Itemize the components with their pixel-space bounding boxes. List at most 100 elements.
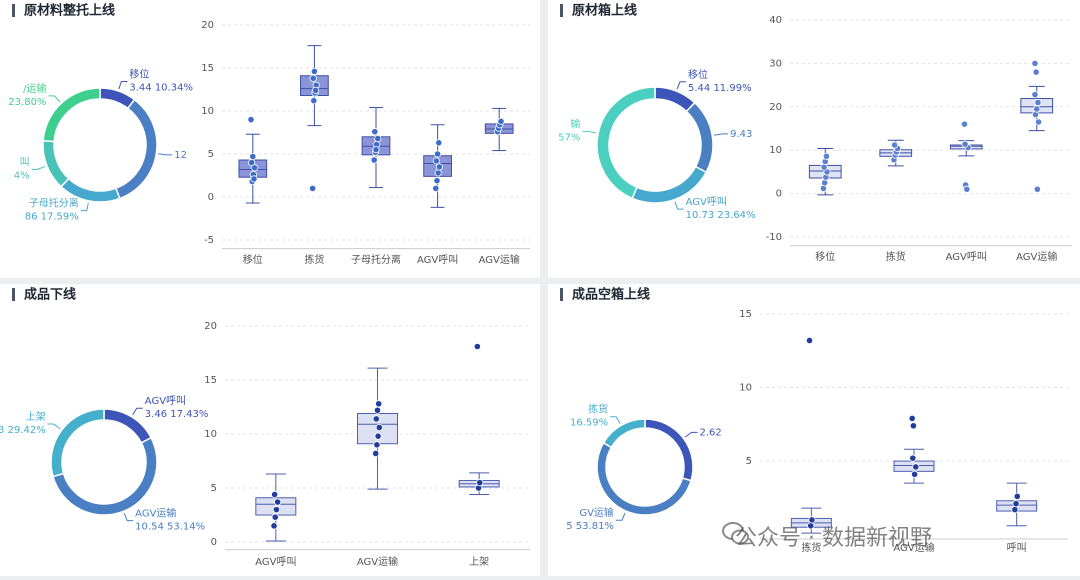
leader-line xyxy=(158,153,173,156)
data-point xyxy=(372,449,380,458)
slice-value-label: 10.73 23.64% xyxy=(686,210,756,221)
data-point xyxy=(308,184,317,192)
slice-value-label: 2.62 xyxy=(699,427,721,438)
x-tick-label: AGV运输 xyxy=(357,555,398,568)
slice-label: 输 xyxy=(570,117,580,130)
x-tick-label: 上架 xyxy=(469,556,489,568)
slice-value-label: 3.46 17.43% xyxy=(145,409,209,420)
x-tick-label: 拣货 xyxy=(886,250,906,263)
x-tick-label: 拣货 xyxy=(801,541,821,554)
x-tick-label: AGV运输 xyxy=(893,541,934,554)
y-tick-label: 0 xyxy=(776,189,782,200)
slice-value-label: 9.43 xyxy=(730,129,752,140)
y-tick-label: 15 xyxy=(201,63,214,74)
data-point xyxy=(270,522,278,530)
data-point xyxy=(1033,185,1041,193)
data-point xyxy=(247,116,255,124)
data-point xyxy=(432,157,440,165)
panel-title: 成品下线 xyxy=(24,287,76,303)
wechat-icon xyxy=(722,522,749,545)
slice-label: AGV呼叫 xyxy=(686,196,727,208)
donut-slice xyxy=(52,436,158,516)
data-point xyxy=(890,141,899,149)
data-point xyxy=(908,414,916,423)
leader-line xyxy=(132,407,143,416)
chart: 成品空箱上线 2.62 GV运输 5 53.81% 拣货 16.59% 5 10 15 拣货 AGV… xyxy=(560,287,1068,554)
data-point xyxy=(371,128,379,136)
y-tick-label: 40 xyxy=(769,15,782,26)
data-point xyxy=(1012,500,1020,508)
data-point xyxy=(909,454,917,462)
data-point xyxy=(250,175,258,183)
leader-line xyxy=(676,81,687,90)
leader-line xyxy=(47,423,61,430)
x-tick-label: AGV运输 xyxy=(479,253,520,266)
x-tick-label: 拣货 xyxy=(304,253,324,266)
x-tick-label: AGV呼叫 xyxy=(255,556,296,568)
slice-label: 拣货 xyxy=(588,403,608,416)
leader-line xyxy=(123,512,134,522)
donut-slice xyxy=(644,418,694,482)
data-point xyxy=(1032,68,1040,76)
donut-slice xyxy=(685,101,714,174)
y-tick-label: 10 xyxy=(201,106,214,117)
data-point xyxy=(272,506,281,514)
y-tick-label: 0 xyxy=(208,192,214,203)
donut-slice xyxy=(596,86,656,200)
data-point xyxy=(271,490,279,499)
data-point xyxy=(310,97,318,105)
y-tick-label: 0 xyxy=(211,537,217,548)
data-point xyxy=(248,159,256,167)
slice-label: /运输 xyxy=(23,82,46,95)
y-tick-label: 5 xyxy=(746,456,752,467)
data-point xyxy=(375,423,383,432)
data-point xyxy=(372,415,380,423)
slice-value-label: 12 xyxy=(174,150,187,161)
leader-line xyxy=(684,431,698,438)
panel: 原材料整托上线 移位 3.44 10.34% 12 子母托分离 86 17.59% 叫 4% /… xyxy=(0,0,540,278)
slice-value-label: 10.54 53.14% xyxy=(135,522,205,533)
data-point xyxy=(912,463,920,471)
data-point xyxy=(805,336,814,345)
data-point xyxy=(311,86,320,94)
title-bar xyxy=(12,4,15,17)
y-tick-label: -5 xyxy=(204,235,214,246)
panel: 成品空箱上线 2.62 GV运输 5 53.81% 拣货 16.59% 5 10 15 拣货 AGV… xyxy=(548,284,1080,576)
data-point xyxy=(271,513,279,521)
data-point xyxy=(961,140,969,148)
data-point xyxy=(1013,492,1021,500)
data-point xyxy=(433,177,441,185)
y-tick-label: 30 xyxy=(769,58,782,69)
y-tick-label: 20 xyxy=(769,102,782,113)
data-point xyxy=(910,470,919,478)
slice-value-label: 16.59% xyxy=(570,418,608,429)
y-tick-label: 10 xyxy=(769,145,782,156)
leader-line xyxy=(582,130,597,134)
leader-line xyxy=(48,95,61,103)
data-point xyxy=(434,169,442,177)
data-point xyxy=(274,498,282,506)
panel: 原材箱上线 移位 5.44 11.99% 9.43 AGV呼叫 10.73 23.64% 输… xyxy=(548,0,1080,278)
slice-label: 子母托分离 xyxy=(29,197,79,210)
data-point xyxy=(1034,98,1042,107)
slice-label: 移位 xyxy=(688,68,708,81)
panel-title: 原材箱上线 xyxy=(572,3,637,19)
data-point xyxy=(960,120,969,128)
data-point xyxy=(374,432,382,440)
data-point xyxy=(822,152,831,160)
panel-title: 原材料整托上线 xyxy=(24,3,115,19)
x-tick-label: 移位 xyxy=(243,253,263,266)
x-tick-label: 子母托分离 xyxy=(351,253,401,266)
y-tick-label: 15 xyxy=(204,375,217,386)
donut-slice xyxy=(50,408,105,478)
x-tick-label: AGV运输 xyxy=(1016,250,1057,263)
y-tick-label: 20 xyxy=(204,321,217,332)
slice-label: AGV呼叫 xyxy=(145,395,186,407)
x-tick-label: 呼叫 xyxy=(1007,542,1027,554)
data-point xyxy=(373,406,382,414)
data-point xyxy=(473,342,481,351)
leader-line xyxy=(714,133,729,136)
y-tick-label: 5 xyxy=(211,483,217,494)
